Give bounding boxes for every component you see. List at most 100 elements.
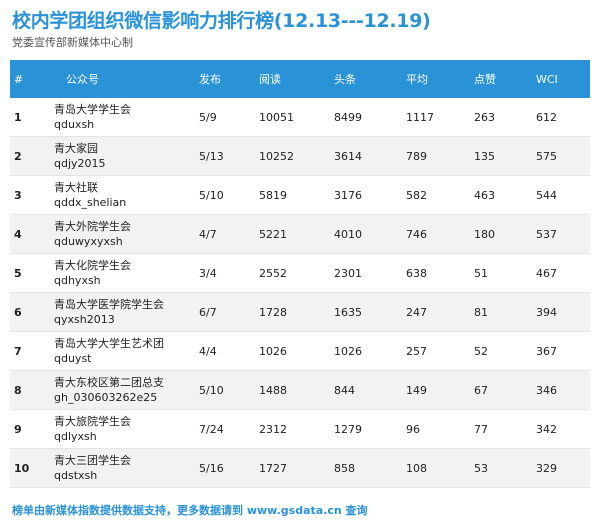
wci-cell: 394 — [532, 292, 590, 332]
account-name: 青岛大学大学生艺术团 — [54, 337, 164, 350]
average-cell: 638 — [402, 253, 470, 293]
table-row: 9 青大旅院学生会 qdlyxsh 7/24 2312 1279 96 77 342 — [10, 409, 590, 449]
posts-cell: 4/7 — [195, 214, 255, 254]
header-likes: 点赞 — [470, 60, 532, 98]
table-row: 10 青大三团学生会 qdstxsh 5/16 1727 858 108 53 329 — [10, 448, 590, 488]
posts-cell: 3/4 — [195, 253, 255, 293]
account-id: qdstxsh — [54, 469, 98, 482]
rank-cell: 7 — [10, 331, 50, 371]
header-account: 公众号 — [50, 60, 195, 98]
table-row: 4 青大外院学生会 qduwyxyxsh 4/7 5221 4010 746 180 537 — [10, 214, 590, 254]
wci-cell: 367 — [532, 331, 590, 371]
wci-cell: 329 — [532, 448, 590, 488]
wci-cell: 342 — [532, 409, 590, 449]
table-row: 1 青岛大学学生会 qduxsh 5/9 10051 8499 1117 263 612 — [10, 98, 590, 137]
header-wci: WCI — [532, 60, 590, 98]
table-row: 2 青大家园 qdjy2015 5/13 10252 3614 789 135 575 — [10, 136, 590, 176]
likes-cell: 51 — [470, 253, 532, 293]
likes-cell: 135 — [470, 136, 532, 176]
account-id: qyxsh2013 — [54, 313, 115, 326]
account-name: 青大家园 — [54, 142, 98, 155]
table-row: 7 青岛大学大学生艺术团 qduyst 4/4 1026 1026 257 52 367 — [10, 331, 590, 371]
account-id: qduwyxyxsh — [54, 235, 123, 248]
posts-cell: 6/7 — [195, 292, 255, 332]
average-cell: 96 — [402, 409, 470, 449]
account-cell: 青大旅院学生会 qdlyxsh — [50, 409, 195, 449]
account-name: 青大东校区第二团总支 — [54, 376, 164, 389]
header-rank: # — [10, 60, 50, 98]
account-cell: 青大社联 qddx_shelian — [50, 175, 195, 215]
reads-cell: 5221 — [255, 214, 330, 254]
likes-cell: 463 — [470, 175, 532, 215]
rank-cell: 9 — [10, 409, 50, 449]
rank-cell: 3 — [10, 175, 50, 215]
account-cell: 青大三团学生会 qdstxsh — [50, 448, 195, 488]
account-name: 青大旅院学生会 — [54, 415, 131, 428]
wci-cell: 575 — [532, 136, 590, 176]
wci-cell: 612 — [532, 98, 590, 137]
headline-cell: 3614 — [330, 136, 402, 176]
headline-cell: 8499 — [330, 98, 402, 137]
headline-cell: 3176 — [330, 175, 402, 215]
header-average: 平均 — [402, 60, 470, 98]
page-title: 校内学团组织微信影响力排行榜(12.13---12.19) — [12, 10, 431, 32]
reads-cell: 1727 — [255, 448, 330, 488]
account-name: 青岛大学医学院学生会 — [54, 298, 164, 311]
likes-cell: 53 — [470, 448, 532, 488]
average-cell: 1117 — [402, 98, 470, 137]
account-cell: 青岛大学医学院学生会 qyxsh2013 — [50, 292, 195, 332]
table-row: 5 青大化院学生会 qdhyxsh 3/4 2552 2301 638 51 467 — [10, 253, 590, 293]
average-cell: 149 — [402, 370, 470, 410]
reads-cell: 10252 — [255, 136, 330, 176]
header-posts: 发布 — [195, 60, 255, 98]
table-row: 3 青大社联 qddx_shelian 5/10 5819 3176 582 463 544 — [10, 175, 590, 215]
average-cell: 247 — [402, 292, 470, 332]
account-name: 青大外院学生会 — [54, 220, 131, 233]
account-cell: 青大化院学生会 qdhyxsh — [50, 253, 195, 293]
reads-cell: 10051 — [255, 98, 330, 137]
account-cell: 青大家园 qdjy2015 — [50, 136, 195, 176]
posts-cell: 5/9 — [195, 98, 255, 137]
rank-cell: 2 — [10, 136, 50, 176]
table-row: 6 青岛大学医学院学生会 qyxsh2013 6/7 1728 1635 247 81 394 — [10, 292, 590, 332]
rank-cell: 8 — [10, 370, 50, 410]
average-cell: 108 — [402, 448, 470, 488]
account-name: 青大社联 — [54, 181, 98, 194]
posts-cell: 7/24 — [195, 409, 255, 449]
average-cell: 746 — [402, 214, 470, 254]
account-id: qdhyxsh — [54, 274, 101, 287]
reads-cell: 2552 — [255, 253, 330, 293]
account-cell: 青大东校区第二团总支 gh_030603262e25 — [50, 370, 195, 410]
headline-cell: 858 — [330, 448, 402, 488]
headline-cell: 844 — [330, 370, 402, 410]
rank-cell: 1 — [10, 98, 50, 137]
likes-cell: 52 — [470, 331, 532, 371]
account-name: 青大三团学生会 — [54, 454, 131, 467]
account-id: qdjy2015 — [54, 157, 106, 170]
account-cell: 青大外院学生会 qduwyxyxsh — [50, 214, 195, 254]
posts-cell: 5/10 — [195, 370, 255, 410]
wci-cell: 537 — [532, 214, 590, 254]
posts-cell: 5/10 — [195, 175, 255, 215]
table-header-row: # 公众号 发布 阅读 头条 平均 点赞 WCI — [10, 60, 590, 98]
likes-cell: 77 — [470, 409, 532, 449]
rank-cell: 5 — [10, 253, 50, 293]
wci-cell: 346 — [532, 370, 590, 410]
ranking-table: # 公众号 发布 阅读 头条 平均 点赞 WCI 1 青岛大学学生会 qduxsh 5… — [10, 60, 590, 488]
likes-cell: 81 — [470, 292, 532, 332]
average-cell: 789 — [402, 136, 470, 176]
account-id: qduxsh — [54, 118, 95, 131]
table-row: 8 青大东校区第二团总支 gh_030603262e25 5/10 1488 844 149… — [10, 370, 590, 410]
posts-cell: 5/13 — [195, 136, 255, 176]
reads-cell: 1488 — [255, 370, 330, 410]
reads-cell: 2312 — [255, 409, 330, 449]
account-name: 青大化院学生会 — [54, 259, 131, 272]
header-headline: 头条 — [330, 60, 402, 98]
account-cell: 青岛大学大学生艺术团 qduyst — [50, 331, 195, 371]
headline-cell: 1279 — [330, 409, 402, 449]
page-subtitle: 党委宣传部新媒体中心制 — [12, 36, 133, 49]
rank-cell: 4 — [10, 214, 50, 254]
posts-cell: 4/4 — [195, 331, 255, 371]
account-name: 青岛大学学生会 — [54, 103, 131, 116]
